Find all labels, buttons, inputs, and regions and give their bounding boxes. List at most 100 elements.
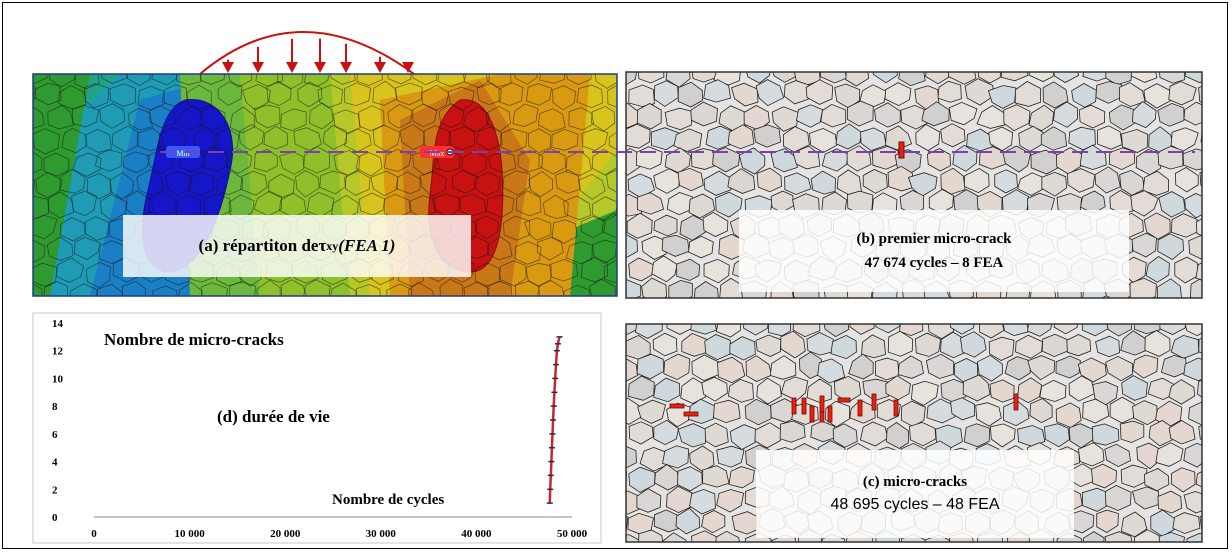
- grain-cell: [1002, 324, 1030, 337]
- x-tick-label: 0: [91, 528, 97, 540]
- grain-cell: [729, 336, 756, 361]
- grain-cell: [319, 170, 347, 195]
- load-arc: [199, 31, 415, 75]
- grain-cell: [1104, 484, 1132, 511]
- grain-cell: [187, 171, 215, 196]
- grain-cell: [727, 124, 755, 150]
- grain-cell: [122, 151, 151, 174]
- grain-cell: [177, 105, 203, 131]
- grain-cell: [536, 236, 564, 261]
- grain-cell: [1094, 166, 1121, 194]
- grain-cell: [634, 324, 663, 339]
- grain-cell: [994, 169, 1018, 194]
- grain-cell: [899, 324, 924, 337]
- grain-cell: [694, 281, 719, 298]
- grain-cell: [85, 128, 112, 153]
- grain-cell: [407, 281, 434, 296]
- grain-cell: [61, 40, 87, 63]
- grain-cell: [344, 170, 371, 196]
- grain-cell: [1131, 232, 1157, 258]
- grain-cell: [280, 279, 307, 296]
- grain-cell: [619, 239, 620, 262]
- chart-annotation: (d) durée de vie: [217, 407, 330, 426]
- grain-cell: [948, 72, 977, 85]
- grain-cell: [1081, 324, 1109, 337]
- grain-cell: [940, 123, 966, 148]
- grain-cell: [715, 530, 740, 542]
- grain-cell: [653, 377, 681, 403]
- grain-cell: [626, 123, 651, 149]
- grain-cell: [72, 105, 100, 128]
- y-tick-label: 0: [52, 512, 58, 524]
- grain-cell: [33, 151, 43, 174]
- grain-cell: [1195, 262, 1202, 281]
- grain-cell: [1198, 425, 1202, 441]
- panel-b: (b) premier micro-crack 47 674 cycles – …: [624, 70, 1204, 300]
- grain-cell: [1144, 330, 1171, 357]
- grain-cell: [641, 277, 668, 298]
- grain-cell: [72, 152, 102, 177]
- grain-cell: [885, 422, 910, 449]
- grain-cell: [30, 125, 31, 149]
- grain-cell: [1029, 398, 1053, 424]
- grain-cell: [950, 397, 976, 421]
- grain-cell: [387, 74, 412, 85]
- micro-crack: [1013, 393, 1019, 411]
- grain-cell: [636, 192, 665, 215]
- grain-cell: [1132, 354, 1159, 379]
- grain-cell: [849, 324, 875, 335]
- grain-cell: [33, 40, 58, 65]
- grain-cell: [628, 84, 655, 107]
- grain-cell: [1077, 442, 1105, 467]
- grain-cell: [1055, 355, 1081, 379]
- grain-cell: [662, 445, 690, 469]
- grain-cell: [263, 125, 289, 150]
- grain-cell: [666, 402, 692, 428]
- grain-cell: [588, 278, 616, 296]
- grain-cell: [874, 357, 900, 381]
- grain-cell: [717, 356, 746, 384]
- grain-cell: [1156, 278, 1182, 298]
- grain-cell: [796, 104, 824, 128]
- grain-cell: [412, 74, 438, 86]
- grain-cell: [860, 127, 887, 152]
- load-arrow-head: [374, 62, 386, 73]
- grain-cell: [1159, 324, 1186, 335]
- y-tick-label: 6: [52, 429, 58, 441]
- x-tick-label: 50 000: [557, 528, 588, 540]
- grain-cell: [47, 104, 75, 130]
- grain-cell: [1017, 377, 1043, 404]
- grain-cell: [898, 72, 926, 87]
- grain-cell: [447, 86, 475, 112]
- grain-cell: [100, 194, 127, 222]
- grain-cell: [1183, 357, 1202, 382]
- grain-cell: [681, 332, 708, 357]
- grain-cell: [872, 72, 898, 84]
- panel-a-label-box: (a) répartiton de τ xy (FEA 1): [123, 215, 471, 277]
- max-point: [446, 148, 454, 156]
- grain-cell: [35, 82, 62, 106]
- y-tick-label: 14: [52, 318, 64, 330]
- min-tag: Min: [176, 149, 189, 158]
- micro-crack: [827, 405, 833, 423]
- grain-cell: [166, 37, 192, 60]
- grain-cell: [688, 235, 714, 259]
- grain-cell: [1120, 464, 1148, 488]
- grain-cell: [908, 421, 937, 447]
- grain-cell: [212, 127, 240, 155]
- grain-cell: [565, 74, 592, 85]
- grain-cell: [767, 324, 792, 337]
- grain-cell: [738, 147, 766, 175]
- grain-cell: [576, 84, 604, 109]
- load-arrow-head: [340, 62, 352, 73]
- grain-cell: [1198, 85, 1202, 103]
- grain-cell: [514, 240, 542, 265]
- y-tick-label: 12: [52, 346, 64, 358]
- y-tick-label: 10: [52, 373, 64, 385]
- grain-cell: [303, 279, 331, 296]
- grain-cell: [753, 124, 782, 148]
- grain-cell: [463, 281, 490, 296]
- grain-cell: [1043, 423, 1070, 448]
- grain-cell: [1068, 126, 1096, 151]
- grain-cell: [848, 353, 874, 380]
